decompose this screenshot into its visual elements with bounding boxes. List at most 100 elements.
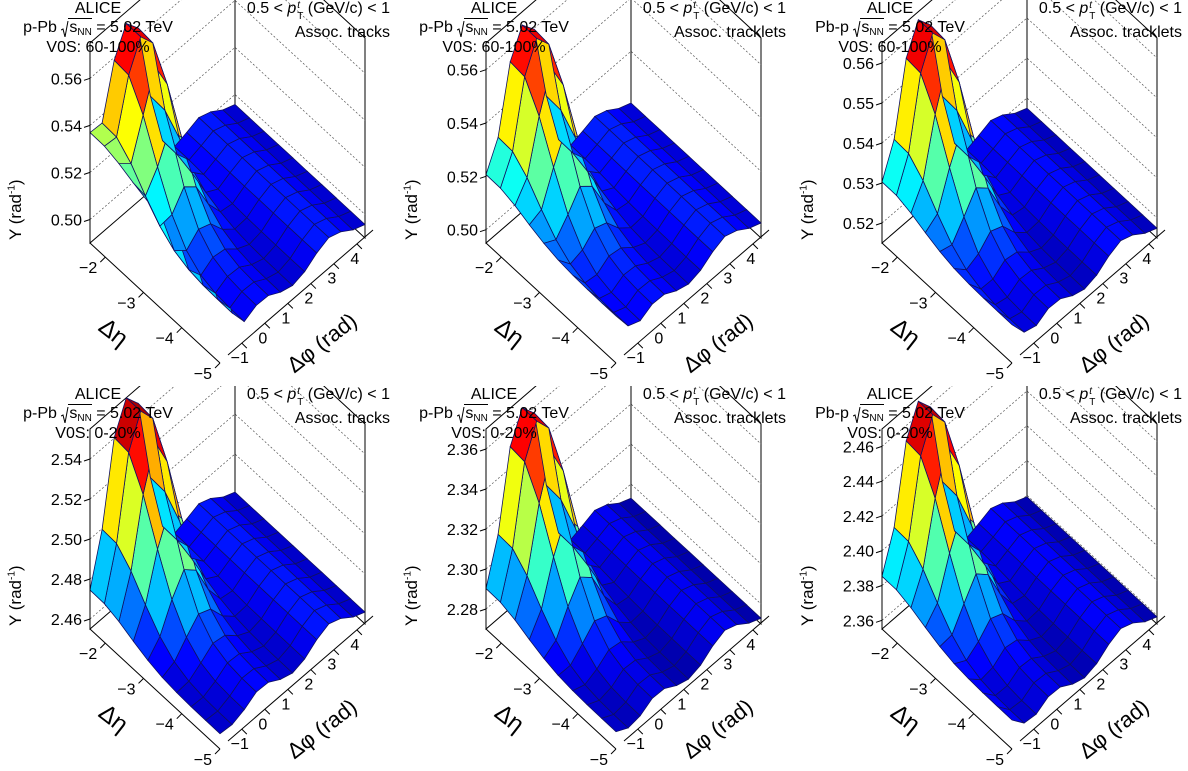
- chart-panel: 2.46 2.48 2.50 2.52 2.54 −2 −3 −4 −5 −1 0 1 2 3 4 ALICE…: [0, 386, 396, 771]
- phi-tick: [706, 669, 713, 675]
- z-tick: [83, 171, 91, 175]
- phi-tick-label: 1: [1073, 310, 1082, 327]
- phi-tick: [356, 243, 363, 250]
- system-label: Pb-p sNN = 5.02 TeV: [792, 18, 988, 42]
- z-tick-label: 0.52: [51, 165, 82, 182]
- z-tick-label: 0.56: [447, 63, 478, 80]
- phi-tick: [356, 629, 363, 636]
- eta-tick-label: −4: [948, 717, 966, 734]
- z-tick-label: 2.46: [843, 439, 874, 456]
- z-tick: [875, 550, 883, 554]
- surface-mesh: [485, 24, 762, 327]
- z-tick-label: 0.54: [51, 118, 82, 135]
- energy-value: = 5.02 TeV: [487, 405, 569, 422]
- z-tick: [875, 585, 883, 588]
- z-tick: [83, 578, 91, 582]
- grid-line: [881, 390, 1158, 517]
- z-tick-label: 2.34: [447, 482, 478, 499]
- phi-tick: [1102, 669, 1109, 675]
- grid-line: [89, 46, 366, 173]
- y-axis-title-close: ): [402, 179, 421, 186]
- phi-tick-label: −1: [1023, 350, 1041, 367]
- eta-tick: [891, 642, 898, 649]
- phi-tick: [660, 708, 667, 715]
- pt-subscript: T: [297, 11, 304, 22]
- phi-tick: [683, 303, 690, 309]
- phi-tick-label: 4: [746, 637, 755, 654]
- eta-tick-label: −2: [475, 260, 493, 277]
- y-axis-title-close: ): [6, 179, 25, 186]
- y-axis-title: Y (rad-1): [402, 179, 422, 240]
- eta-tick-label: −5: [590, 366, 608, 383]
- phi-tick-label: 1: [1073, 696, 1082, 713]
- grid-line: [485, 0, 762, 124]
- z-tick: [83, 458, 91, 462]
- radicand: sNN: [68, 404, 92, 424]
- z-tick-label: 2.54: [51, 452, 82, 469]
- eta-tick: [610, 362, 617, 369]
- radicand: sNN: [860, 404, 884, 424]
- phi-tick-label: 1: [281, 696, 290, 713]
- grid-line: [89, 94, 366, 220]
- phi-tick-label: −1: [231, 350, 249, 367]
- eta-tick: [572, 327, 579, 334]
- phi-tick-label: 2: [304, 677, 313, 694]
- eta-tick-label: −3: [909, 295, 927, 312]
- phi-tick-label: 1: [677, 696, 686, 713]
- phi-tick-label: 2: [1096, 677, 1105, 694]
- z-tick-label: 2.44: [843, 474, 874, 491]
- energy-value: = 5.02 TeV: [91, 405, 173, 422]
- pt-range-head: 0.5 <: [246, 386, 288, 403]
- radical-sign: [457, 407, 465, 423]
- sqrt-s: s: [465, 19, 474, 36]
- z-tick: [875, 619, 883, 623]
- z-tick: [875, 445, 883, 449]
- phi-tick-label: 0: [654, 716, 663, 733]
- pt-symbol: p: [287, 0, 297, 17]
- eta-tick-label: −5: [986, 752, 1004, 769]
- y-axis-title-close: ): [402, 565, 421, 572]
- phi-tick-label: 1: [281, 310, 290, 327]
- phi-axis-line: [623, 229, 770, 356]
- z-tick: [83, 124, 91, 128]
- z-tick: [479, 175, 487, 179]
- surface-patch: [881, 138, 909, 197]
- pt-range-tail: (GeV/c) < 1: [699, 386, 786, 403]
- chart-panel: 0.50 0.52 0.54 0.56 −2 −3 −4 −5 −1 0 1 2 3 4 ALICE p-Pb…: [396, 0, 792, 385]
- collision-system: p-Pb: [23, 19, 62, 36]
- collision-system: p-Pb: [419, 405, 458, 422]
- phi-tick-label: 0: [1050, 330, 1059, 347]
- phi-tick: [1125, 649, 1132, 656]
- radical-sign: [853, 407, 861, 423]
- nn-subscript: NN: [77, 27, 92, 38]
- phi-tick: [1125, 263, 1132, 270]
- phi-tick: [1056, 322, 1063, 329]
- z-tick-label: 0.55: [843, 96, 874, 113]
- nn-subscript: NN: [869, 27, 884, 38]
- phi-tick: [752, 243, 759, 250]
- eta-tick: [534, 292, 540, 298]
- pt-subscript: T: [1089, 11, 1096, 22]
- phi-tick: [706, 283, 713, 289]
- grid-line: [881, 57, 1158, 184]
- eta-tick-label: −3: [117, 681, 135, 698]
- eta-axis-line: [485, 628, 617, 750]
- z-tick-label: 0.52: [843, 216, 874, 233]
- centrality-label: V0S: 60-100%: [442, 39, 546, 56]
- phi-tick-label: 2: [304, 291, 313, 308]
- eta-tick: [495, 256, 502, 263]
- grid-line: [881, 386, 1158, 447]
- centrality-label: V0S: 0-20%: [451, 425, 537, 442]
- phi-tick: [310, 283, 317, 289]
- z-tick: [479, 608, 487, 612]
- phi-tick: [1148, 629, 1155, 636]
- z-tick: [875, 142, 883, 146]
- energy-value: = 5.02 TeV: [883, 19, 965, 36]
- z-tick-label: 2.38: [843, 579, 874, 596]
- z-tick: [875, 62, 883, 66]
- z-tick-label: 0.52: [447, 169, 478, 186]
- phi-tick-label: 3: [1119, 657, 1128, 674]
